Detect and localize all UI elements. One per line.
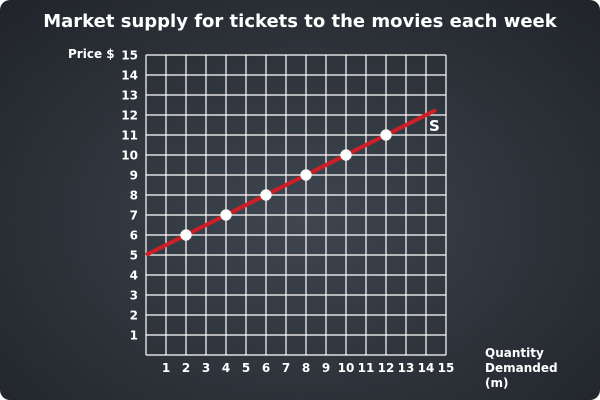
data-point bbox=[220, 209, 232, 221]
y-tick-label: 1 bbox=[130, 329, 138, 343]
y-tick-label: 6 bbox=[130, 229, 138, 243]
y-tick-label: 11 bbox=[121, 129, 138, 143]
y-tick-label: 5 bbox=[130, 249, 138, 263]
y-tick-label: 13 bbox=[121, 89, 138, 103]
y-tick-label: 7 bbox=[130, 209, 138, 223]
data-point bbox=[180, 229, 192, 241]
x-tick-label: 3 bbox=[202, 361, 210, 375]
data-point bbox=[300, 169, 312, 181]
y-tick-label: 14 bbox=[121, 69, 138, 83]
x-tick-label: 8 bbox=[302, 361, 310, 375]
y-tick-label: 3 bbox=[130, 289, 138, 303]
y-tick-label: 15 bbox=[121, 49, 138, 63]
x-axis-label: Quantity bbox=[485, 346, 544, 360]
x-tick-label: 5 bbox=[242, 361, 250, 375]
series-label-s: S bbox=[429, 117, 440, 135]
y-tick-label: 8 bbox=[130, 189, 138, 203]
y-tick-label: 12 bbox=[121, 109, 138, 123]
grid bbox=[145, 54, 447, 356]
y-tick-label: 4 bbox=[130, 269, 138, 283]
x-tick-label: 14 bbox=[418, 361, 435, 375]
x-axis-label: (m) bbox=[485, 376, 508, 390]
data-point bbox=[380, 129, 392, 141]
y-tick-label: 9 bbox=[130, 169, 138, 183]
x-tick-label: 13 bbox=[398, 361, 415, 375]
y-tick-label: 2 bbox=[130, 309, 138, 323]
y-tick-label: 10 bbox=[121, 149, 138, 163]
data-point bbox=[260, 189, 272, 201]
y-axis-label: Price $ bbox=[68, 47, 115, 61]
x-tick-label: 6 bbox=[262, 361, 270, 375]
x-tick-label: 12 bbox=[378, 361, 395, 375]
x-tick-label: 1 bbox=[162, 361, 170, 375]
x-tick-label: 9 bbox=[322, 361, 330, 375]
chart-title: Market supply for tickets to the movies … bbox=[43, 11, 557, 32]
x-tick-label: 7 bbox=[282, 361, 290, 375]
x-axis-label: Demanded bbox=[485, 361, 558, 375]
data-point bbox=[340, 149, 352, 161]
x-tick-label: 11 bbox=[358, 361, 375, 375]
x-tick-label: 2 bbox=[182, 361, 190, 375]
x-tick-label: 15 bbox=[438, 361, 455, 375]
x-tick-label: 10 bbox=[338, 361, 355, 375]
x-tick-label: 4 bbox=[222, 361, 230, 375]
